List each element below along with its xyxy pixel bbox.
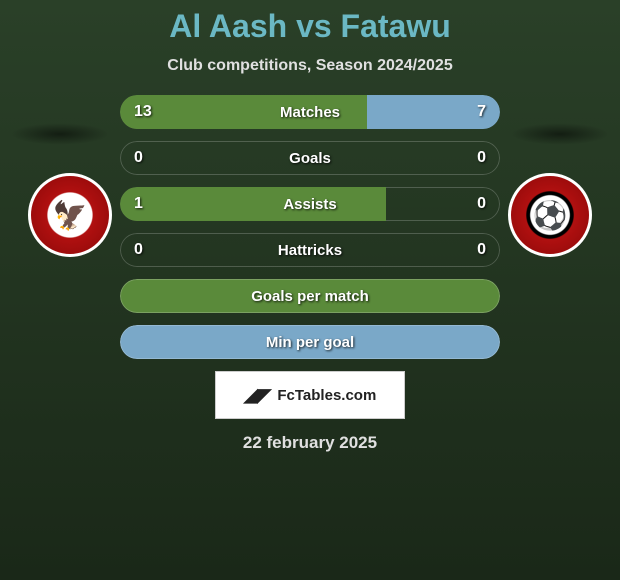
club-badge-right: ⚽ [508,173,592,257]
brand-badge: ◢◤ FcTables.com [215,371,405,419]
stat-label: Assists [283,196,336,213]
stat-value-right: 7 [477,103,486,121]
club-glyph-right: ⚽ [533,199,568,232]
stat-value-right: 0 [477,149,486,167]
stat-label: Min per goal [266,334,354,351]
stat-value-left: 13 [134,103,152,121]
comparison-content: 🦅 ⚽ 13 Matches 7 0 Goals 0 1 Assists 0 0 Hattricks… [0,95,620,453]
page-title: Al Aash vs Fatawu [0,0,620,45]
stats-area: 13 Matches 7 0 Goals 0 1 Assists 0 0 Hattricks 0 Goa… [120,95,500,359]
stat-label: Matches [280,104,340,121]
stat-label: Hattricks [278,242,342,259]
club-badge-left: 🦅 [28,173,112,257]
stat-value-right: 0 [477,195,486,213]
player-shadow-left [10,123,110,145]
stat-fill-left [120,187,386,221]
stat-row: Goals per match [120,279,500,313]
stat-row: 0 Hattricks 0 [120,233,500,267]
stat-row: 1 Assists 0 [120,187,500,221]
brand-text: FcTables.com [277,387,376,404]
date-text: 22 february 2025 [0,433,620,453]
chart-icon: ◢◤ [244,385,272,406]
player-shadow-right [510,123,610,145]
club-glyph-left: 🦅 [53,199,88,232]
subtitle: Club competitions, Season 2024/2025 [0,57,620,75]
stat-value-left: 0 [134,149,143,167]
stat-label: Goals per match [251,288,369,305]
stat-row: 13 Matches 7 [120,95,500,129]
stat-row: 0 Goals 0 [120,141,500,175]
stat-value-left: 1 [134,195,143,213]
stat-value-right: 0 [477,241,486,259]
stat-value-left: 0 [134,241,143,259]
stat-row: Min per goal [120,325,500,359]
stat-label: Goals [289,150,331,167]
